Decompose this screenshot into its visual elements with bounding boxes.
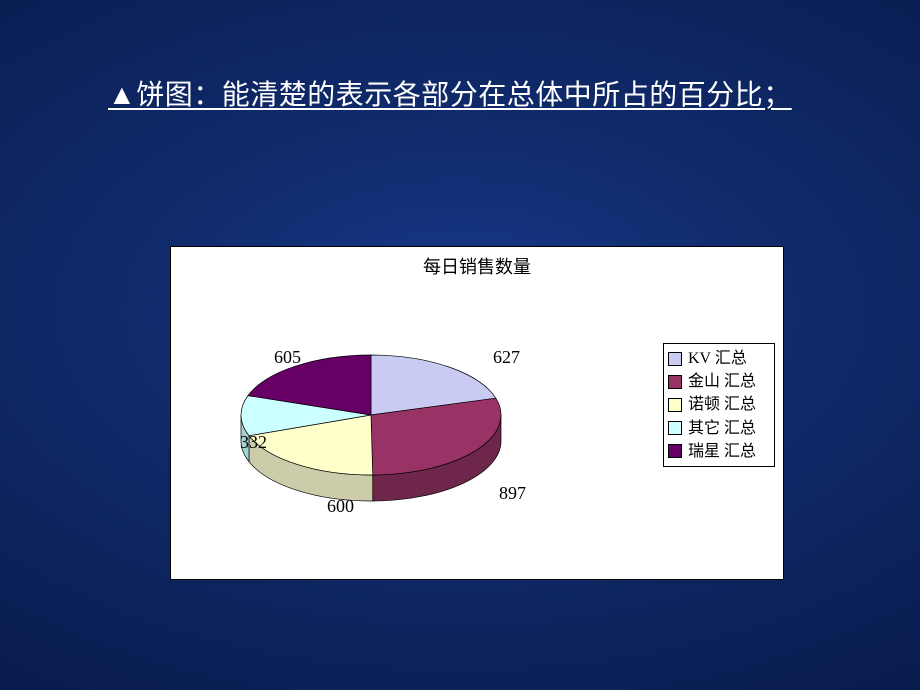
legend-label-0: KV 汇总 [688, 347, 747, 370]
legend-item-2: 诺顿 汇总 [668, 393, 770, 416]
legend-item-1: 金山 汇总 [668, 370, 770, 393]
pie-svg [231, 343, 511, 513]
pie-value-0: 627 [493, 347, 520, 368]
pie-value-3: 332 [240, 432, 267, 453]
legend-label-3: 其它 汇总 [688, 417, 756, 440]
legend-item-4: 瑞星 汇总 [668, 440, 770, 463]
legend-swatch-3 [668, 421, 682, 435]
slide: ▲饼图：能清楚的表示各部分在总体中所占的百分比； 每日销售数量 627 897 … [0, 0, 920, 690]
legend-label-4: 瑞星 汇总 [688, 440, 756, 463]
chart-container: 每日销售数量 627 897 600 332 605 KV 汇总 金山 汇总 诺… [170, 246, 784, 580]
legend-swatch-4 [668, 444, 682, 458]
slide-heading: ▲饼图：能清楚的表示各部分在总体中所占的百分比； [108, 76, 828, 117]
pie-value-2: 600 [327, 496, 354, 517]
chart-title: 每日销售数量 [171, 253, 783, 279]
legend-swatch-0 [668, 352, 682, 366]
pie-value-1: 897 [499, 483, 526, 504]
pie-chart [231, 343, 511, 513]
legend-swatch-2 [668, 398, 682, 412]
legend-item-3: 其它 汇总 [668, 417, 770, 440]
legend-item-0: KV 汇总 [668, 347, 770, 370]
legend-label-2: 诺顿 汇总 [688, 393, 756, 416]
legend-swatch-1 [668, 375, 682, 389]
legend: KV 汇总 金山 汇总 诺顿 汇总 其它 汇总 瑞星 汇总 [663, 343, 775, 467]
pie-value-4: 605 [274, 347, 301, 368]
legend-label-1: 金山 汇总 [688, 370, 756, 393]
